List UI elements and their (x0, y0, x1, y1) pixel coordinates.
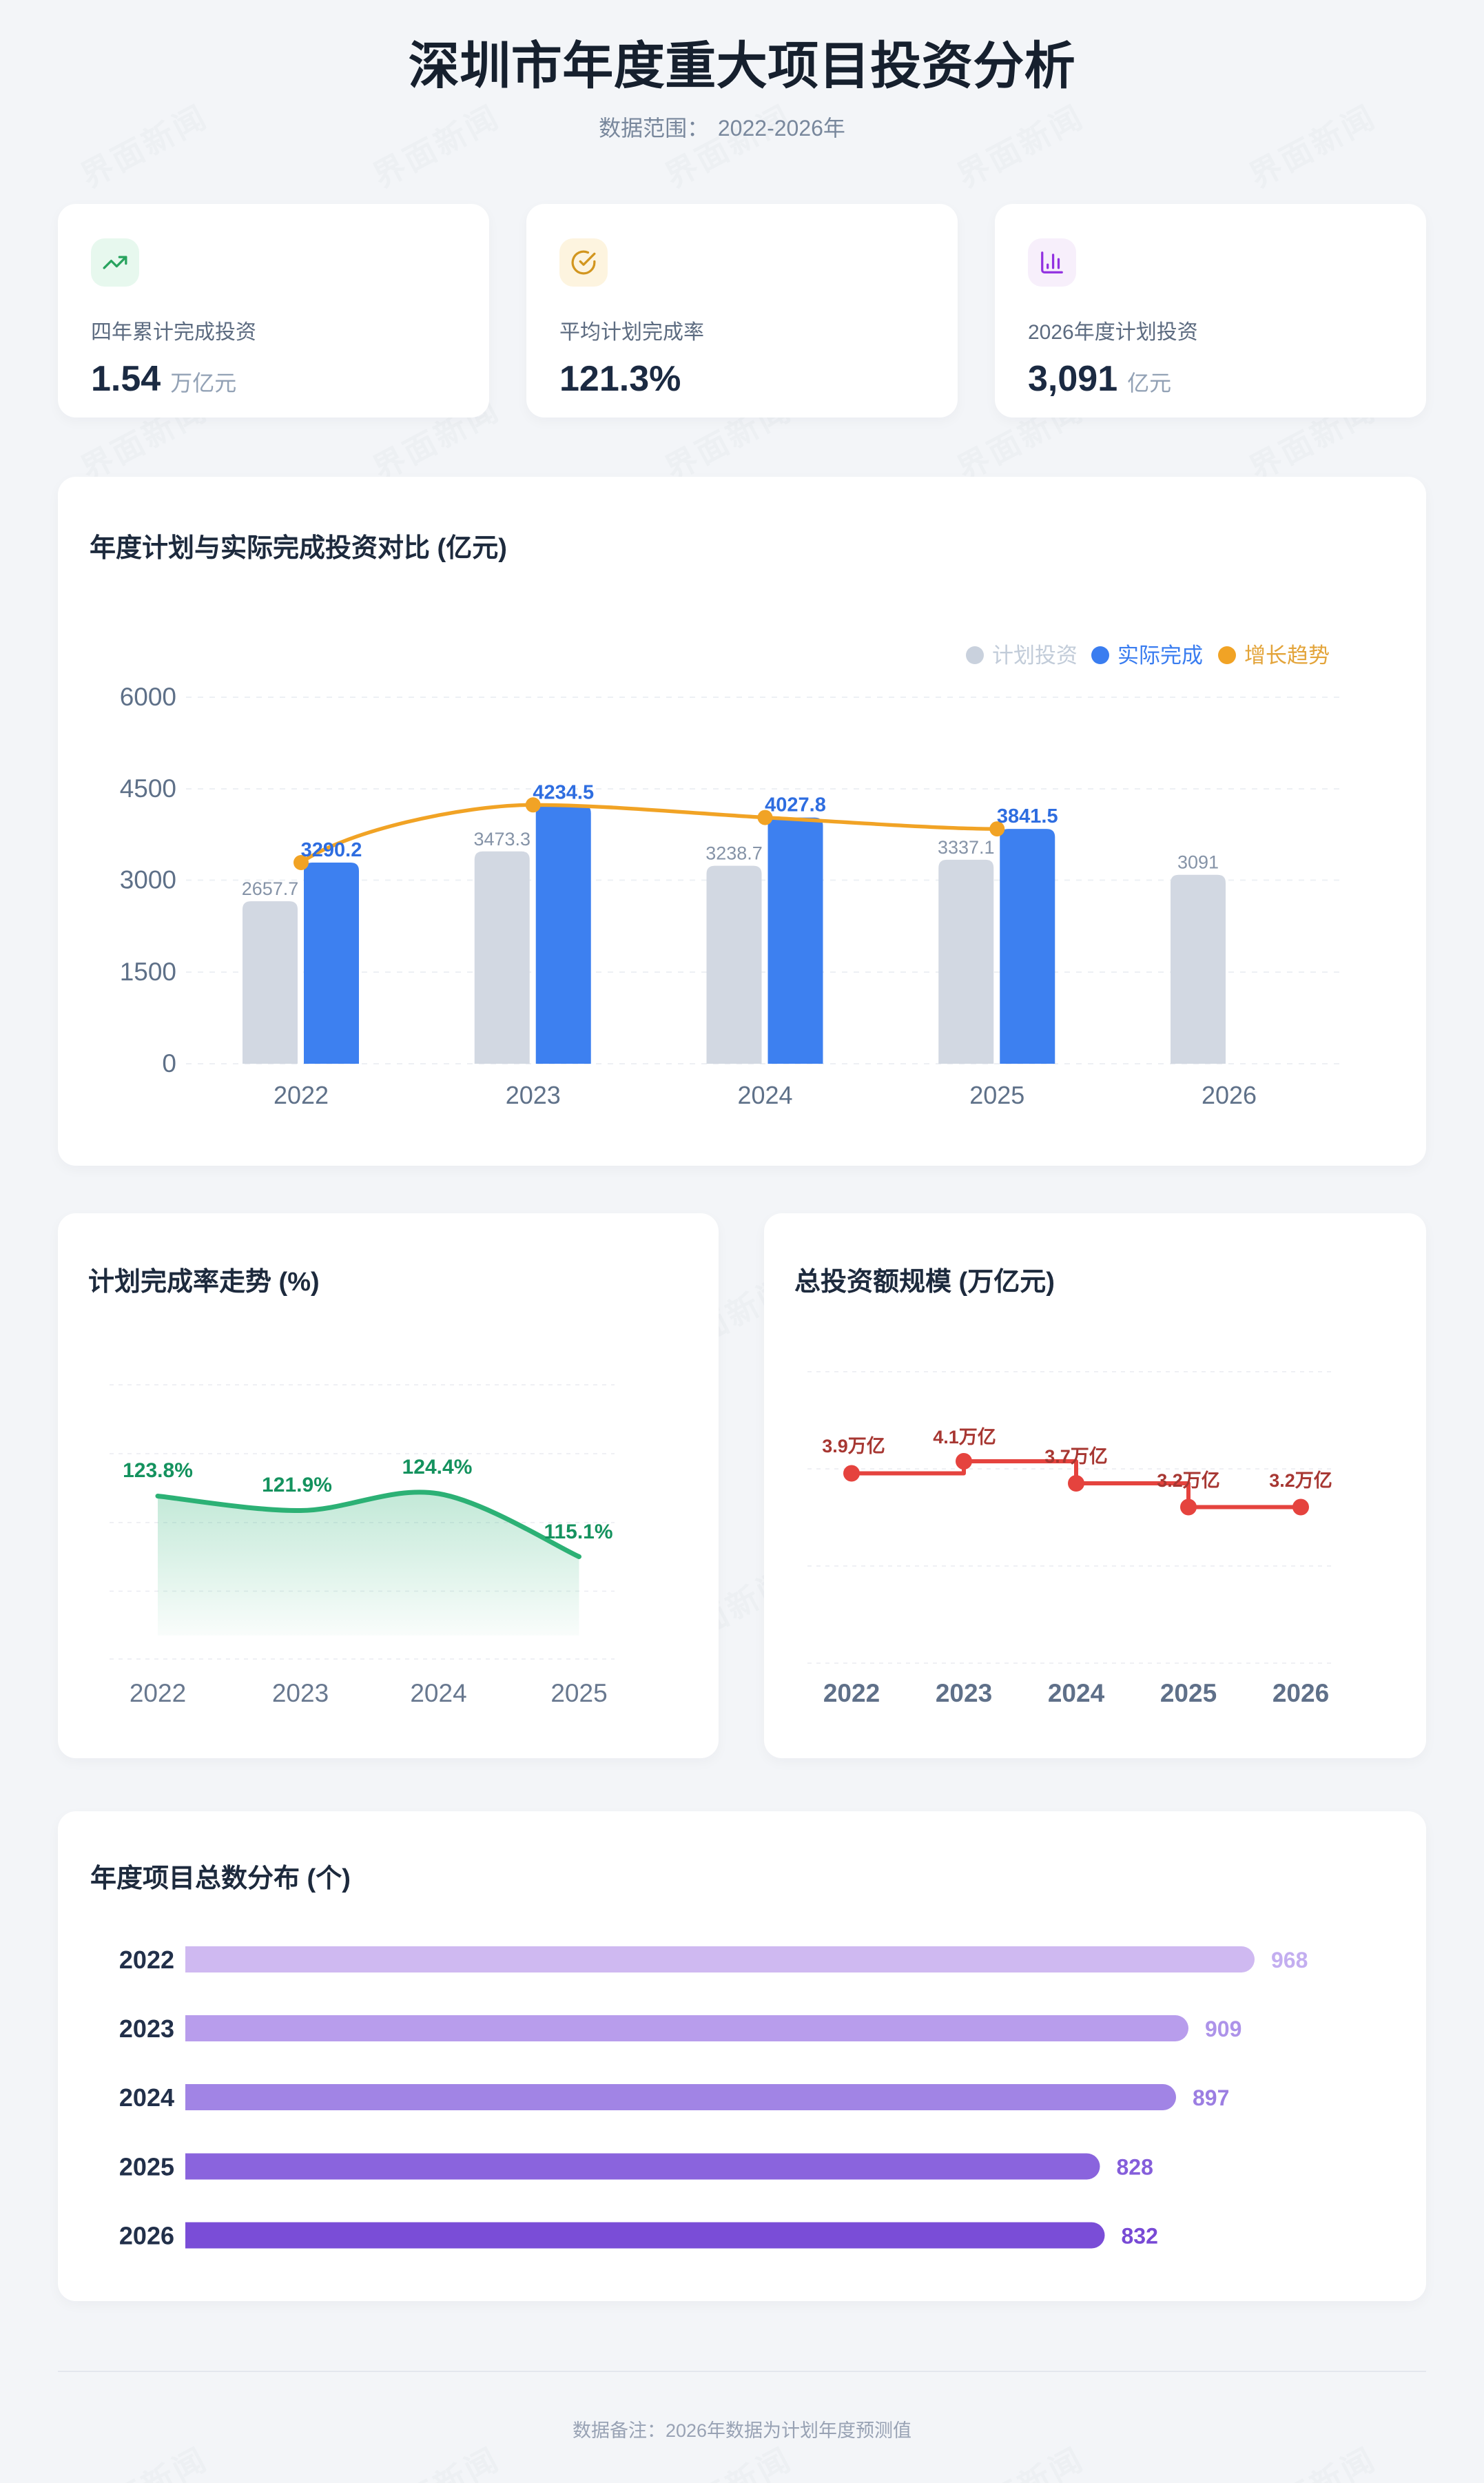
svg-text:3473.3: 3473.3 (473, 829, 530, 849)
svg-text:2022: 2022 (823, 1679, 880, 1707)
svg-text:3.7万亿: 3.7万亿 (1044, 1446, 1108, 1467)
svg-text:3.2万亿: 3.2万亿 (1269, 1470, 1332, 1491)
svg-text:0: 0 (162, 1049, 176, 1078)
svg-text:4027.8: 4027.8 (765, 794, 826, 816)
svg-text:2657.7: 2657.7 (242, 878, 299, 899)
svg-text:2026: 2026 (1202, 1081, 1257, 1109)
svg-text:2026: 2026 (1272, 1679, 1329, 1707)
svg-text:4500: 4500 (120, 774, 176, 803)
svg-text:3290.2: 3290.2 (301, 839, 362, 861)
svg-text:2024: 2024 (119, 2083, 174, 2112)
svg-text:4234.5: 4234.5 (533, 781, 594, 803)
svg-text:2022: 2022 (274, 1081, 329, 1109)
svg-text:2026: 2026 (119, 2222, 174, 2250)
svg-text:3841.5: 3841.5 (997, 805, 1058, 827)
svg-text:6000: 6000 (120, 683, 176, 711)
svg-text:2024: 2024 (737, 1081, 792, 1109)
svg-text:3.2万亿: 3.2万亿 (1157, 1470, 1220, 1491)
svg-text:2022: 2022 (119, 1946, 174, 1974)
svg-text:2025: 2025 (969, 1081, 1024, 1109)
svg-text:2023: 2023 (119, 2015, 174, 2043)
svg-text:2023: 2023 (272, 1679, 329, 1707)
svg-text:实际完成: 实际完成 (1117, 643, 1203, 668)
svg-text:3000: 3000 (120, 866, 176, 894)
svg-text:2024: 2024 (1048, 1679, 1105, 1707)
svg-text:2022: 2022 (130, 1679, 186, 1707)
svg-text:832: 832 (1122, 2224, 1158, 2249)
svg-text:909: 909 (1205, 2017, 1241, 2041)
svg-text:124.4%: 124.4% (402, 1456, 473, 1479)
svg-text:2025: 2025 (119, 2153, 174, 2181)
svg-text:2025: 2025 (550, 1679, 607, 1707)
svg-text:4.1万亿: 4.1万亿 (933, 1427, 996, 1447)
svg-text:3.9万亿: 3.9万亿 (822, 1436, 885, 1456)
svg-text:增长趋势: 增长趋势 (1244, 643, 1330, 668)
svg-text:1500: 1500 (120, 958, 176, 986)
svg-text:2023: 2023 (936, 1679, 992, 1707)
svg-text:计划投资: 计划投资 (992, 643, 1078, 668)
svg-text:2025: 2025 (1160, 1679, 1217, 1707)
svg-text:3337.1: 3337.1 (938, 837, 995, 858)
svg-text:115.1%: 115.1% (544, 1521, 612, 1543)
svg-text:828: 828 (1117, 2155, 1153, 2180)
svg-text:2023: 2023 (506, 1081, 561, 1109)
svg-text:2024: 2024 (410, 1679, 466, 1707)
svg-text:121.9%: 121.9% (262, 1474, 332, 1496)
svg-text:3091: 3091 (1177, 852, 1219, 873)
svg-text:897: 897 (1193, 2085, 1229, 2110)
svg-text:968: 968 (1271, 1948, 1308, 1972)
svg-text:3238.7: 3238.7 (705, 843, 763, 864)
svg-text:123.8%: 123.8% (123, 1459, 193, 1482)
